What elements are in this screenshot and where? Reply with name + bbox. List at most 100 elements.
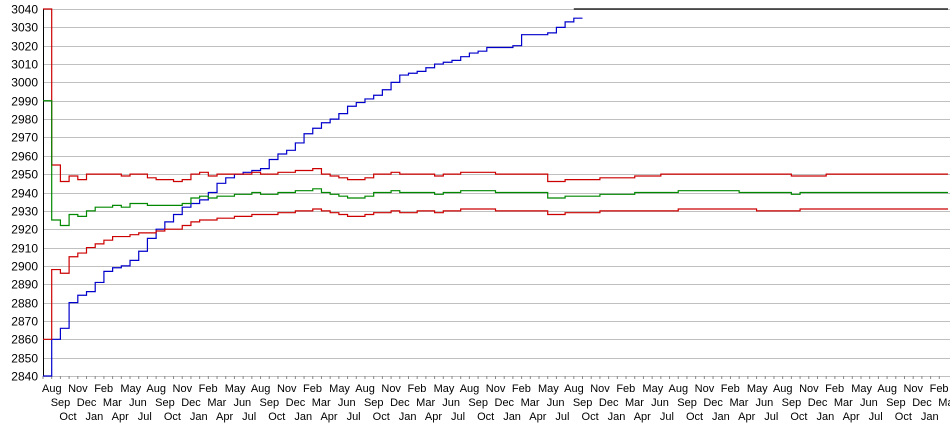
- y-tick-label: 2930: [11, 205, 38, 219]
- y-tick-label: 3040: [11, 3, 38, 17]
- y-tick-label: 2970: [11, 131, 38, 145]
- x-tick-label: Aug: [355, 383, 375, 395]
- x-tick-label: Apr: [320, 411, 337, 423]
- x-tick-label: Apr: [112, 411, 129, 423]
- x-tick-label: Feb: [407, 383, 426, 395]
- x-tick-label: Jan: [503, 411, 521, 423]
- y-axis: 2840 2850 2860 2870 2880 2890 2900 2910 2920 2930…: [11, 3, 44, 384]
- x-tick-label: Dec: [808, 397, 828, 409]
- x-tick-label: Mar: [938, 397, 950, 409]
- x-tick-label: Jan: [190, 411, 208, 423]
- x-tick-label: Nov: [68, 383, 88, 395]
- x-tick-label: Apr: [843, 411, 860, 423]
- x-tick-label: Aug: [42, 383, 62, 395]
- x-tick-label: Mar: [416, 397, 435, 409]
- series-line-2: [43, 8, 948, 183]
- y-tick-label: 2890: [11, 278, 38, 292]
- x-tick-label: Mar: [103, 397, 122, 409]
- x-tick-label: Sep: [260, 397, 280, 409]
- x-tick-label: Dec: [599, 397, 619, 409]
- x-tick-label: May: [434, 383, 455, 395]
- x-tick-label: Oct: [373, 411, 390, 423]
- x-tick-label: Oct: [477, 411, 494, 423]
- x-tick-label: Oct: [59, 411, 76, 423]
- x-tick-label: Jan: [921, 411, 939, 423]
- x-tick-label: Sep: [886, 397, 906, 409]
- x-tick-label: Oct: [790, 411, 807, 423]
- y-tick-label: 3010: [11, 58, 38, 72]
- x-tick-label: Feb: [94, 383, 113, 395]
- y-tick-label: 2900: [11, 260, 38, 274]
- x-tick-label: Jul: [347, 411, 361, 423]
- x-tick-label: Oct: [686, 411, 703, 423]
- x-tick-label: Aug: [669, 383, 689, 395]
- x-tick-label: Dec: [181, 397, 201, 409]
- x-tick-label: Jan: [712, 411, 730, 423]
- x-tick-label: Jul: [242, 411, 256, 423]
- y-tick-label: 2840: [11, 370, 38, 384]
- y-tick-label: 2990: [11, 95, 38, 109]
- x-tick-label: Feb: [199, 383, 218, 395]
- y-tick-label: 3020: [11, 40, 38, 54]
- x-tick-label: Jan: [399, 411, 417, 423]
- y-tick-label: 2960: [11, 150, 38, 164]
- x-tick-label: Sep: [677, 397, 697, 409]
- x-tick-label: Nov: [381, 383, 401, 395]
- x-tick-label: Mar: [834, 397, 853, 409]
- x-tick-label: Oct: [895, 411, 912, 423]
- x-tick-label: Jun: [338, 397, 356, 409]
- x-tick-label: Feb: [930, 383, 949, 395]
- x-tick-label: Jan: [608, 411, 626, 423]
- x-tick-label: Nov: [695, 383, 715, 395]
- x-tick-label: Jun: [442, 397, 460, 409]
- x-tick-label: Nov: [799, 383, 819, 395]
- x-tick-label: Feb: [512, 383, 531, 395]
- y-tick-label: 2870: [11, 315, 38, 329]
- x-tick-label: Jul: [764, 411, 778, 423]
- x-tick-label: Sep: [468, 397, 488, 409]
- x-tick-label: Jul: [138, 411, 152, 423]
- x-tick-label: Aug: [460, 383, 480, 395]
- series-line-4: [43, 208, 948, 340]
- x-tick-label: Feb: [721, 383, 740, 395]
- x-tick-label: Jun: [756, 397, 774, 409]
- x-tick-label: Apr: [738, 411, 755, 423]
- x-tick-label: May: [642, 383, 663, 395]
- x-tick-label: May: [120, 383, 141, 395]
- x-tick-label: Dec: [286, 397, 306, 409]
- x-tick-label: Jun: [651, 397, 669, 409]
- x-tick-label: May: [225, 383, 246, 395]
- x-tick-label: May: [329, 383, 350, 395]
- x-tick-label: Mar: [625, 397, 644, 409]
- y-tick-label: 2860: [11, 333, 38, 347]
- x-tick-label: Sep: [364, 397, 384, 409]
- x-tick-label: Oct: [164, 411, 181, 423]
- x-tick-label: Nov: [486, 383, 506, 395]
- x-tick-label: Jun: [233, 397, 251, 409]
- x-tick-label: Jun: [860, 397, 878, 409]
- x-tick-label: Feb: [303, 383, 322, 395]
- y-tick-label: 3030: [11, 21, 38, 35]
- x-tick-label: Nov: [277, 383, 297, 395]
- x-tick-label: Apr: [216, 411, 233, 423]
- x-tick-label: Jun: [129, 397, 147, 409]
- x-tick-label: Nov: [173, 383, 193, 395]
- x-tick-label: Aug: [564, 383, 584, 395]
- x-tick-label: Jul: [555, 411, 569, 423]
- x-tick-label: Jun: [547, 397, 565, 409]
- x-tick-label: May: [747, 383, 768, 395]
- x-tick-label: Aug: [251, 383, 271, 395]
- x-tick-label: Nov: [903, 383, 923, 395]
- x-tick-label: Sep: [573, 397, 593, 409]
- x-tick-label: Jan: [816, 411, 834, 423]
- x-tick-label: Mar: [207, 397, 226, 409]
- x-tick-label: Jul: [869, 411, 883, 423]
- x-tick-label: Mar: [312, 397, 331, 409]
- series-line-0: [43, 17, 583, 377]
- x-tick-label: Jul: [660, 411, 674, 423]
- y-tick-label: 2940: [11, 187, 38, 201]
- x-tick-label: Feb: [825, 383, 844, 395]
- x-tick-label: Feb: [616, 383, 635, 395]
- y-tick-label: 2850: [11, 352, 38, 366]
